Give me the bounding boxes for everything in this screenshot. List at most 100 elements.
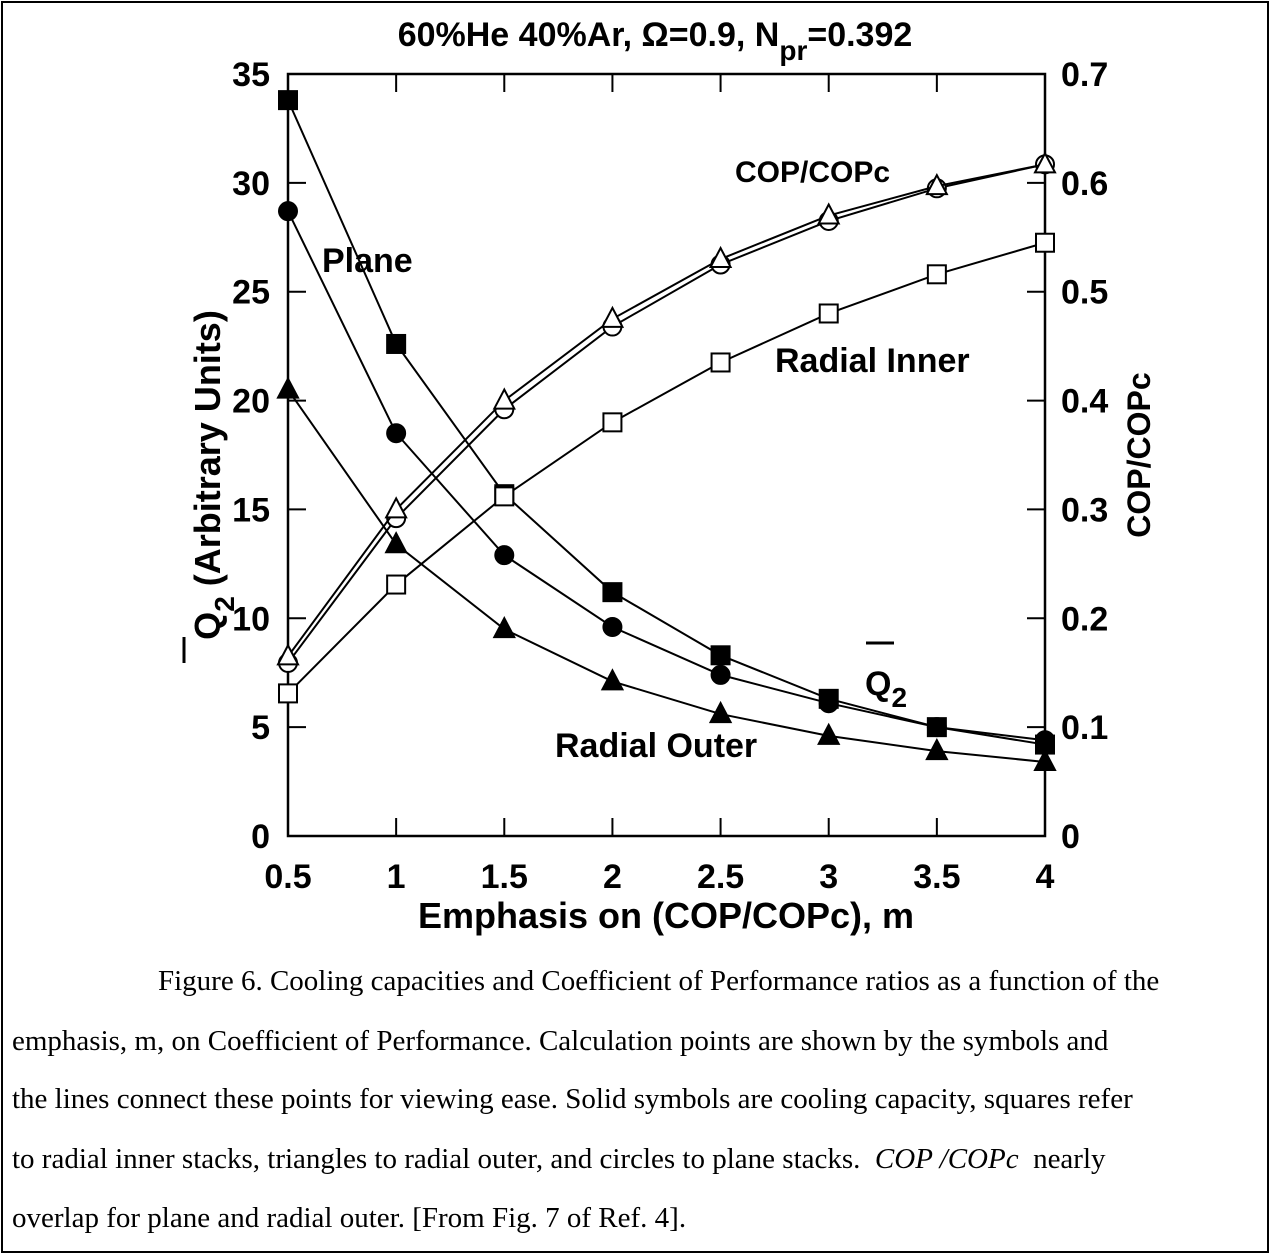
- q-part: Q: [865, 665, 891, 703]
- x-tick-label: 1: [387, 858, 406, 896]
- series-line: [287, 389, 1046, 763]
- x-axis-label: Emphasis on (COP/COPc), m: [418, 895, 914, 936]
- marker: [818, 693, 839, 714]
- marker: [710, 664, 731, 685]
- y-label-part: Q: [187, 612, 228, 640]
- y-label-sub: 2: [209, 596, 240, 612]
- marker: [708, 700, 733, 724]
- caption-text: the lines connect these points for viewi…: [12, 1083, 1133, 1115]
- y-tick-label: 15: [232, 491, 270, 529]
- marker: [386, 333, 407, 354]
- y2-tick-label: 0.5: [1061, 274, 1108, 312]
- caption-line: to radial inner stacks, triangles to rad…: [12, 1143, 1106, 1176]
- y2-tick-label: 0.2: [1061, 600, 1108, 638]
- marker: [708, 245, 733, 269]
- svg-text:Q2 (Arbitrary Units): Q2 (Arbitrary Units): [187, 310, 240, 640]
- y-label-part: (Arbitrary Units): [187, 310, 228, 596]
- marker: [602, 412, 623, 433]
- marker: [278, 90, 298, 111]
- marker: [1035, 730, 1055, 751]
- y-tick-label: 30: [232, 165, 270, 203]
- y-tick-label: 25: [232, 274, 270, 312]
- series-line: [287, 210, 1046, 742]
- marker: [1033, 748, 1057, 771]
- marker: [925, 737, 949, 761]
- series-line: [287, 163, 1046, 657]
- marker: [925, 172, 949, 196]
- series-line: [287, 99, 1046, 746]
- x-tick-label: 3.5: [913, 858, 960, 896]
- marker: [600, 668, 625, 691]
- x-tick-label: 0.5: [264, 858, 311, 896]
- marker: [602, 616, 623, 637]
- caption-line: emphasis, m, on Coefficient of Performan…: [12, 1025, 1108, 1058]
- y2-tick-label: 0.4: [1061, 383, 1108, 421]
- marker: [494, 486, 515, 507]
- caption-text: emphasis, m, on Coefficient of Performan…: [12, 1025, 1109, 1057]
- marker: [602, 582, 623, 603]
- x-tick-label: 3: [819, 858, 838, 896]
- caption-line: the lines connect these points for viewi…: [12, 1083, 1133, 1116]
- marker: [278, 683, 298, 704]
- caption-text: overlap for plane and radial outer. [Fro…: [12, 1202, 687, 1234]
- marker: [384, 496, 408, 519]
- caption-line: overlap for plane and radial outer. [Fro…: [12, 1202, 686, 1235]
- q-sub: 2: [891, 682, 907, 713]
- x-tick-label: 1.5: [481, 858, 528, 896]
- caption-line: Figure 6. Cooling capacities and Coeffic…: [158, 965, 1159, 998]
- marker: [817, 202, 841, 225]
- annotation: COP/COPc: [735, 156, 890, 189]
- y-tick-label: 35: [232, 56, 270, 94]
- y2-axis-label: COP/COPc: [1121, 372, 1157, 537]
- y-tick-label: 5: [251, 709, 270, 747]
- caption-text: nearly: [1018, 1143, 1106, 1175]
- y-axis-label: Q2 (Arbitrary Units): [182, 310, 240, 663]
- y2-tick-label: 0.3: [1061, 491, 1108, 529]
- marker: [926, 264, 947, 285]
- title-part: =0.392: [807, 16, 912, 54]
- y-tick-label: 0: [251, 818, 270, 856]
- caption-text: Figure 6. Cooling capacities and Coeffic…: [158, 965, 1160, 997]
- y2-tick-label: 0.7: [1061, 56, 1108, 94]
- y2-tick-label: 0.1: [1061, 709, 1108, 747]
- marker: [492, 387, 516, 410]
- y2-tick-label: 0.6: [1061, 165, 1108, 203]
- marker: [276, 643, 300, 666]
- x-tick-label: 2: [603, 858, 622, 896]
- x-tick-label: 2.5: [697, 858, 744, 896]
- marker: [276, 376, 300, 399]
- y-tick-label: 20: [232, 383, 270, 421]
- annotation: Plane: [322, 242, 413, 280]
- marker: [386, 423, 407, 444]
- marker: [492, 616, 516, 639]
- title-sub: pr: [779, 35, 807, 66]
- marker: [1033, 151, 1057, 174]
- annotation: Radial Outer: [555, 727, 757, 765]
- svg-text:Q2: Q2: [865, 665, 907, 713]
- marker: [817, 722, 841, 745]
- title-part: 60%He 40%Ar, Ω=0.9, N: [398, 16, 780, 54]
- marker: [710, 352, 731, 373]
- y2-tick-label: 0: [1061, 818, 1080, 856]
- series-line: [287, 163, 1046, 664]
- marker: [600, 305, 625, 328]
- marker: [278, 201, 298, 222]
- x-tick-label: 4: [1036, 858, 1055, 896]
- annotation: Radial Inner: [775, 342, 970, 380]
- series-line: [287, 241, 1046, 695]
- marker: [926, 717, 947, 738]
- marker: [818, 303, 839, 324]
- marker: [384, 531, 408, 554]
- marker: [1035, 232, 1055, 253]
- marker: [494, 545, 515, 566]
- caption-italic: COP /COPc: [874, 1143, 1019, 1175]
- marker: [386, 574, 407, 595]
- plot-frame: [286, 72, 1047, 838]
- caption-text: to radial inner stacks, triangles to rad…: [12, 1143, 875, 1175]
- q-annotation: Q2: [865, 641, 907, 713]
- marker: [710, 645, 731, 666]
- chart-title: 60%He 40%Ar, Ω=0.9, Npr=0.392: [398, 16, 913, 66]
